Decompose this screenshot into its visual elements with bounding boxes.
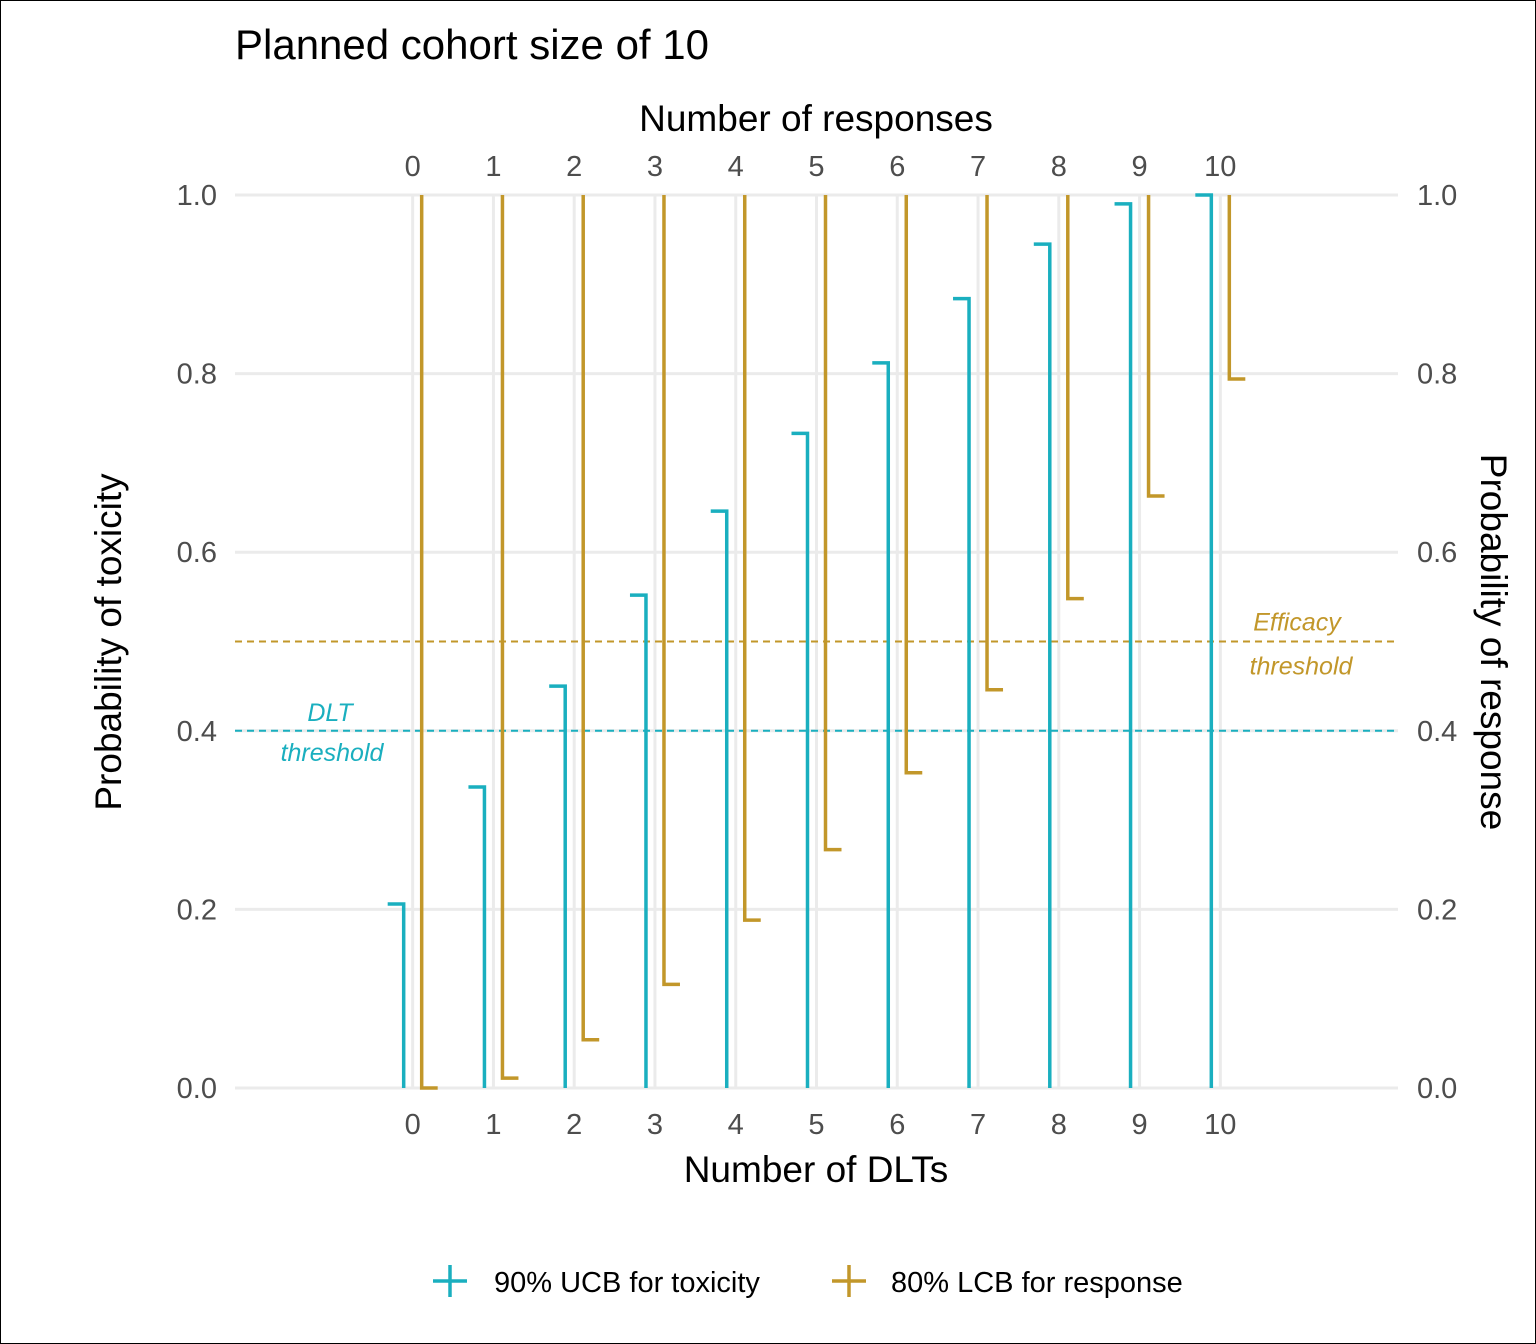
legend-label-0: 90% UCB for toxicity — [494, 1267, 760, 1299]
response-lcb-mark-5 — [823, 195, 842, 852]
x-axis-bottom-title: Number of DLTs — [684, 1149, 949, 1190]
dlt-threshold-label-1: DLT — [307, 699, 354, 727]
y-right-tick-label-5: 1.0 — [1417, 180, 1457, 212]
chart-title: Planned cohort size of 10 — [235, 21, 709, 68]
x-top-tick-label-2: 2 — [566, 151, 582, 183]
response-lcb-mark-7 — [985, 195, 1004, 692]
toxicity-ucb-mark-4 — [710, 509, 729, 1088]
x-top-tick-label-1: 1 — [485, 151, 501, 183]
response-lcb-mark-1 — [500, 195, 519, 1080]
x-bottom-tick-label-3: 3 — [647, 1109, 663, 1141]
y-left-tick-label-2: 0.4 — [177, 716, 217, 748]
response-lcb-mark-4 — [742, 195, 761, 922]
y-right-tick-label-0: 0.0 — [1417, 1073, 1457, 1105]
legend-key-0 — [433, 1265, 467, 1297]
x-bottom-tick-label-4: 4 — [728, 1109, 744, 1141]
x-bottom-tick-label-2: 2 — [566, 1109, 582, 1141]
legend-key-1 — [832, 1265, 866, 1297]
x-bottom-tick-label-6: 6 — [889, 1109, 905, 1141]
response-lcb-mark-0 — [419, 195, 438, 1090]
y-right-tick-label-1: 0.2 — [1417, 894, 1457, 926]
toxicity-ucb-mark-6 — [872, 361, 891, 1088]
y-right-tick-label-3: 0.6 — [1417, 537, 1457, 569]
response-lcb-mark-10 — [1227, 195, 1246, 381]
x-top-tick-label-0: 0 — [405, 151, 421, 183]
x-bottom-tick-label-8: 8 — [1051, 1109, 1067, 1141]
x-top-tick-label-5: 5 — [808, 151, 824, 183]
x-bottom-tick-label-5: 5 — [808, 1109, 824, 1141]
x-top-tick-label-6: 6 — [889, 151, 905, 183]
toxicity-ucb-mark-7 — [953, 296, 971, 1088]
threshold-layer: DLT threshold Efficacy threshold — [235, 609, 1398, 767]
x-axis-top-title: Number of responses — [639, 98, 993, 139]
series-layer — [387, 193, 1246, 1090]
response-lcb-mark-9 — [1146, 195, 1165, 498]
y-axis-right-title: Probability of response — [1473, 454, 1514, 830]
toxicity-ucb-mark-9 — [1114, 202, 1133, 1088]
x-bottom-tick-label-1: 1 — [485, 1109, 501, 1141]
response-lcb-mark-6 — [904, 195, 923, 775]
toxicity-ucb-mark-8 — [1033, 242, 1052, 1088]
x-bottom-tick-label-7: 7 — [970, 1109, 986, 1141]
x-top-tick-label-4: 4 — [728, 151, 744, 183]
toxicity-ucb-mark-1 — [468, 785, 487, 1088]
x-top-tick-label-10: 10 — [1204, 151, 1236, 183]
tick-layer: 0 0 1 1 2 2 3 3 4 4 5 5 6 6 7 7 8 8 9 9 10 10 0.0 0.0 0.2 0.2 0.4 0… — [177, 151, 1458, 1141]
x-top-tick-label-9: 9 — [1131, 151, 1147, 183]
response-lcb-mark-8 — [1066, 195, 1084, 601]
efficacy-threshold-label-1: Efficacy — [1253, 609, 1342, 637]
x-top-tick-label-3: 3 — [647, 151, 663, 183]
efficacy-threshold-label-2: threshold — [1250, 653, 1354, 681]
y-left-tick-label-4: 0.8 — [177, 359, 217, 391]
y-right-tick-label-2: 0.4 — [1417, 716, 1457, 748]
response-lcb-mark-3 — [662, 195, 680, 987]
x-bottom-tick-label-10: 10 — [1204, 1109, 1236, 1141]
x-bottom-tick-label-0: 0 — [405, 1109, 421, 1141]
response-lcb-mark-2 — [581, 195, 600, 1042]
y-left-tick-label-3: 0.6 — [177, 537, 217, 569]
toxicity-ucb-mark-2 — [549, 684, 567, 1088]
x-top-tick-label-7: 7 — [970, 151, 986, 183]
y-right-tick-label-4: 0.8 — [1417, 359, 1457, 391]
x-bottom-tick-label-9: 9 — [1131, 1109, 1147, 1141]
x-top-tick-label-8: 8 — [1051, 151, 1067, 183]
legend: 90% UCB for toxicity 80% LCB for response — [433, 1265, 1183, 1299]
y-left-tick-label-0: 0.0 — [177, 1073, 217, 1105]
toxicity-ucb-mark-5 — [791, 431, 810, 1088]
toxicity-ucb-mark-0 — [387, 902, 406, 1088]
y-left-tick-label-1: 0.2 — [177, 894, 217, 926]
toxicity-ucb-mark-3 — [629, 593, 648, 1088]
legend-label-1: 80% LCB for response — [891, 1267, 1183, 1299]
y-left-tick-label-5: 1.0 — [177, 180, 217, 212]
y-axis-left-title: Probability of toxicity — [88, 473, 129, 811]
dlt-threshold-label-2: threshold — [281, 739, 385, 767]
toxicity-ucb-mark-10 — [1195, 193, 1214, 1088]
